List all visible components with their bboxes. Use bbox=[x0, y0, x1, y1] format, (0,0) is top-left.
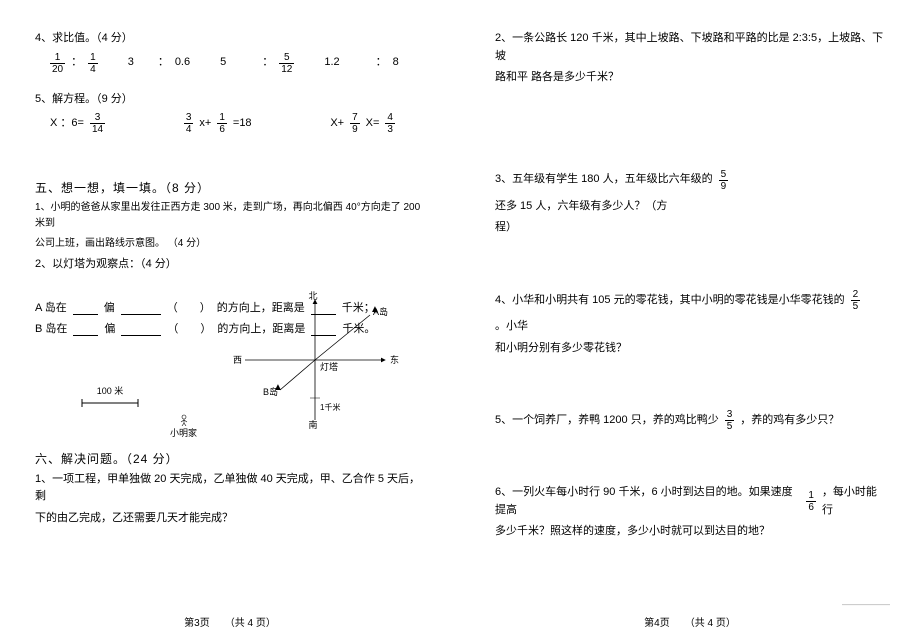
sec5-p1: 1、小明的爸爸从家里出发往正西方走 300 米，走到广场，再向北偏西 40°方向… bbox=[35, 200, 425, 232]
q4-title: 4、求比值。（4 分） bbox=[35, 30, 425, 48]
q4-expressions: 120 ： 14 3：0.6 5： 512 1.2：8 bbox=[50, 52, 425, 75]
svg-text:北: 北 bbox=[308, 291, 317, 301]
r-q2b: 路和平 路各是多少千米？ bbox=[495, 69, 885, 87]
r-q4: 4、小华和小明共有 105 元的零花钱，其中小明的零花钱是小华零花钱的 25 。… bbox=[495, 289, 885, 336]
r-q3c: 程） bbox=[495, 219, 885, 237]
frac-1-4: 14 bbox=[88, 52, 98, 75]
svg-text:▲: ▲ bbox=[370, 304, 380, 315]
home-marker: 小明家 bbox=[170, 412, 197, 439]
expr3: 5： 512 bbox=[220, 52, 294, 75]
r-q6: 6、一列火车每小时行 90 千米，6 小时到达目的地。如果速度提高 16 ，每小… bbox=[495, 484, 885, 519]
r-q5: 5、一个饲养厂，养鸭 1200 只，养的鸡比鸭少 35 ，养的鸡有多少只？ bbox=[495, 409, 885, 432]
sec6-q1b: 下的由乙完成，乙还需要几天才能完成？ bbox=[35, 510, 425, 528]
expr2: 3：0.6 bbox=[128, 54, 190, 72]
section-5-heading: 五、想一想，填一填。（8 分） bbox=[35, 179, 425, 196]
r-q2a: 2、一条公路长 120 千米，其中上坡路、下坡路和平路的比是 2:3:5，上坡路… bbox=[495, 30, 885, 65]
q5-equations: X ：6= 314 34 x+ 16 =18 X+ 79 X= 43 bbox=[50, 112, 425, 135]
compass-diagram: A 岛在 偏 （ ）的方向上，距离是 千米； B 岛在 偏 （ ）的方向上，距离… bbox=[35, 290, 425, 440]
colon: ： bbox=[71, 54, 82, 72]
page-3: 4、求比值。（4 分） 120 ： 14 3：0.6 5： 512 1.2：8 … bbox=[0, 0, 460, 637]
page-4: 2、一条公路长 120 千米，其中上坡路、下坡路和平路的比是 2:3:5，上坡路… bbox=[460, 0, 920, 637]
frac-1-20: 120 bbox=[50, 52, 65, 75]
section-6-heading: 六、解决问题。（24 分） bbox=[35, 450, 425, 467]
sec5-p1b: 公司上班，画出路线示意图。 （4 分） bbox=[35, 236, 425, 252]
r-q3: 3、五年级有学生 180 人，五年级比六年级的 59 还多 15 人，六年级有多… bbox=[495, 169, 885, 216]
svg-text:南: 南 bbox=[308, 419, 317, 430]
eq2: 34 x+ 16 =18 bbox=[184, 112, 252, 135]
svg-text:东: 东 bbox=[390, 354, 399, 365]
expr4: 1.2：8 bbox=[324, 54, 398, 72]
eq1: X ：6= 314 bbox=[50, 112, 105, 135]
q5-title: 5、解方程。（9 分） bbox=[35, 91, 425, 109]
compass-figure: 北 东 南 西 灯塔 A岛 B岛 1千米 ▲ ▲ bbox=[225, 290, 405, 430]
r-q6c: 多少千米？照这样的速度，多少小时就可以到达目的地？ bbox=[495, 523, 885, 541]
tagline: —————— bbox=[842, 600, 890, 609]
r-q4c: 和小明分别有多少零花钱？ bbox=[495, 340, 885, 358]
sec6-q1a: 1、一项工程，甲单独做 20 天完成，乙单独做 40 天完成，甲、乙合作 5 天… bbox=[35, 471, 425, 506]
svg-text:灯塔: 灯塔 bbox=[320, 361, 338, 372]
svg-text:1千米: 1千米 bbox=[320, 402, 340, 412]
svg-text:西: 西 bbox=[233, 355, 242, 365]
footer-left: 第3页 （共 4 页） bbox=[0, 614, 460, 629]
sec5-p2: 2、以灯塔为观察点：（4 分） bbox=[35, 256, 425, 274]
footer-right: 第4页 （共 4 页） bbox=[460, 614, 920, 629]
svg-text:▲: ▲ bbox=[273, 382, 283, 393]
eq3: X+ 79 X= 43 bbox=[330, 112, 395, 135]
